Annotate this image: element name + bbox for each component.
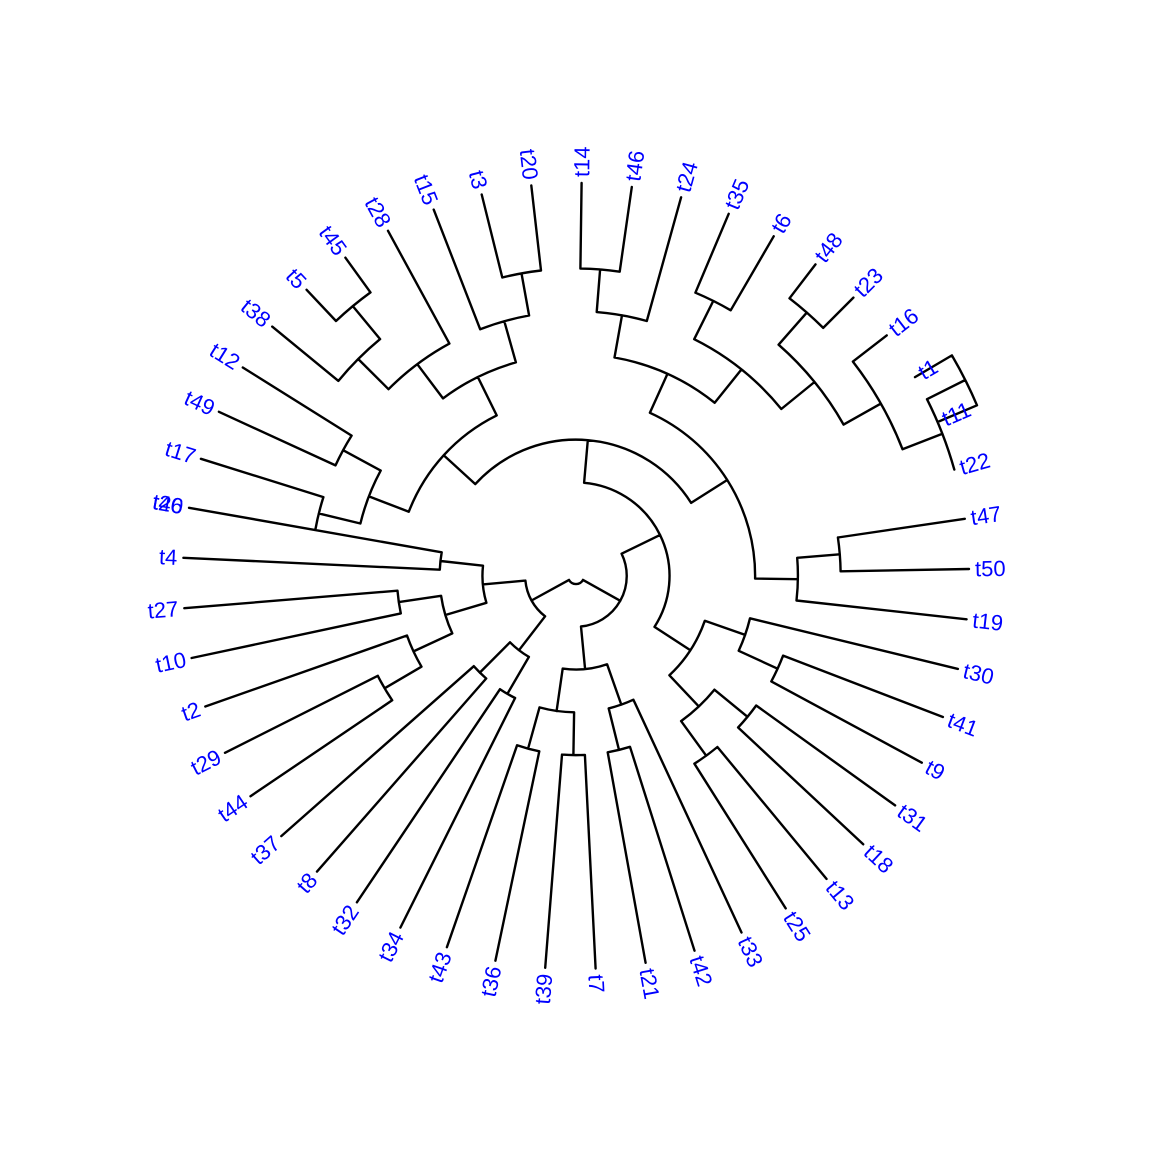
tip-label-t36: t36 (476, 964, 507, 999)
tip-label-t6: t6 (766, 209, 797, 237)
tip-label-t14: t14 (569, 146, 594, 177)
tip-label-t33: t33 (733, 933, 769, 971)
tip-label-t4: t4 (158, 544, 178, 570)
tip-label-t46: t46 (620, 149, 649, 183)
tip-label-t10: t10 (153, 647, 188, 678)
tip-label-t22: t22 (957, 448, 993, 480)
tip-label-t20: t20 (515, 148, 543, 181)
tip-label-t49: t49 (180, 385, 218, 420)
tip-label-t32: t32 (326, 900, 364, 939)
tip-label-t35: t35 (719, 175, 754, 213)
tip-label-t28: t28 (360, 193, 397, 232)
tip-label-t13: t13 (821, 876, 860, 916)
tip-label-t23: t23 (849, 263, 888, 302)
tip-label-t44: t44 (213, 789, 252, 827)
tip-label-t50: t50 (975, 556, 1006, 582)
tip-label-t1: t1 (914, 354, 942, 385)
tip-label-t16: t16 (884, 303, 923, 342)
tip-label-t18: t18 (859, 839, 898, 878)
tip-label-t24: t24 (671, 159, 703, 195)
tip-label-t12: t12 (205, 337, 244, 374)
tip-label-t37: t37 (246, 831, 285, 870)
tip-label-t9: t9 (921, 755, 949, 786)
tip-label-t30: t30 (961, 658, 997, 690)
tip-label-t39: t39 (530, 973, 557, 1005)
tip-label-t3: t3 (464, 168, 493, 192)
tip-label-t48: t48 (809, 228, 847, 267)
tip-label-t27: t27 (147, 596, 180, 623)
tip-label-t7: t7 (583, 974, 609, 994)
tip-label-t40: t40 (151, 489, 185, 519)
tip-label-t11: t11 (938, 397, 974, 431)
tip-label-t25: t25 (778, 907, 815, 946)
tip-label-t19: t19 (971, 608, 1004, 636)
tip-label-t34: t34 (373, 927, 409, 966)
tip-label-t47: t47 (969, 501, 1003, 530)
tip-label-t21: t21 (634, 966, 664, 1001)
tree-branches (182, 181, 979, 970)
tip-label-t26: t26 (151, 489, 185, 519)
tip-label-t2: t2 (178, 697, 204, 727)
tip-label-t42: t42 (684, 953, 717, 990)
tip-label-t15: t15 (409, 171, 443, 209)
tip-label-t45: t45 (314, 221, 352, 260)
tip-label-t43: t43 (423, 949, 457, 986)
tip-label-t41: t41 (944, 707, 982, 741)
tip-label-t17: t17 (162, 436, 199, 469)
tip-label-t31: t31 (893, 799, 932, 837)
tree-edges (182, 181, 979, 970)
tip-label-t29: t29 (187, 744, 226, 780)
tip-label-t38: t38 (236, 294, 276, 333)
